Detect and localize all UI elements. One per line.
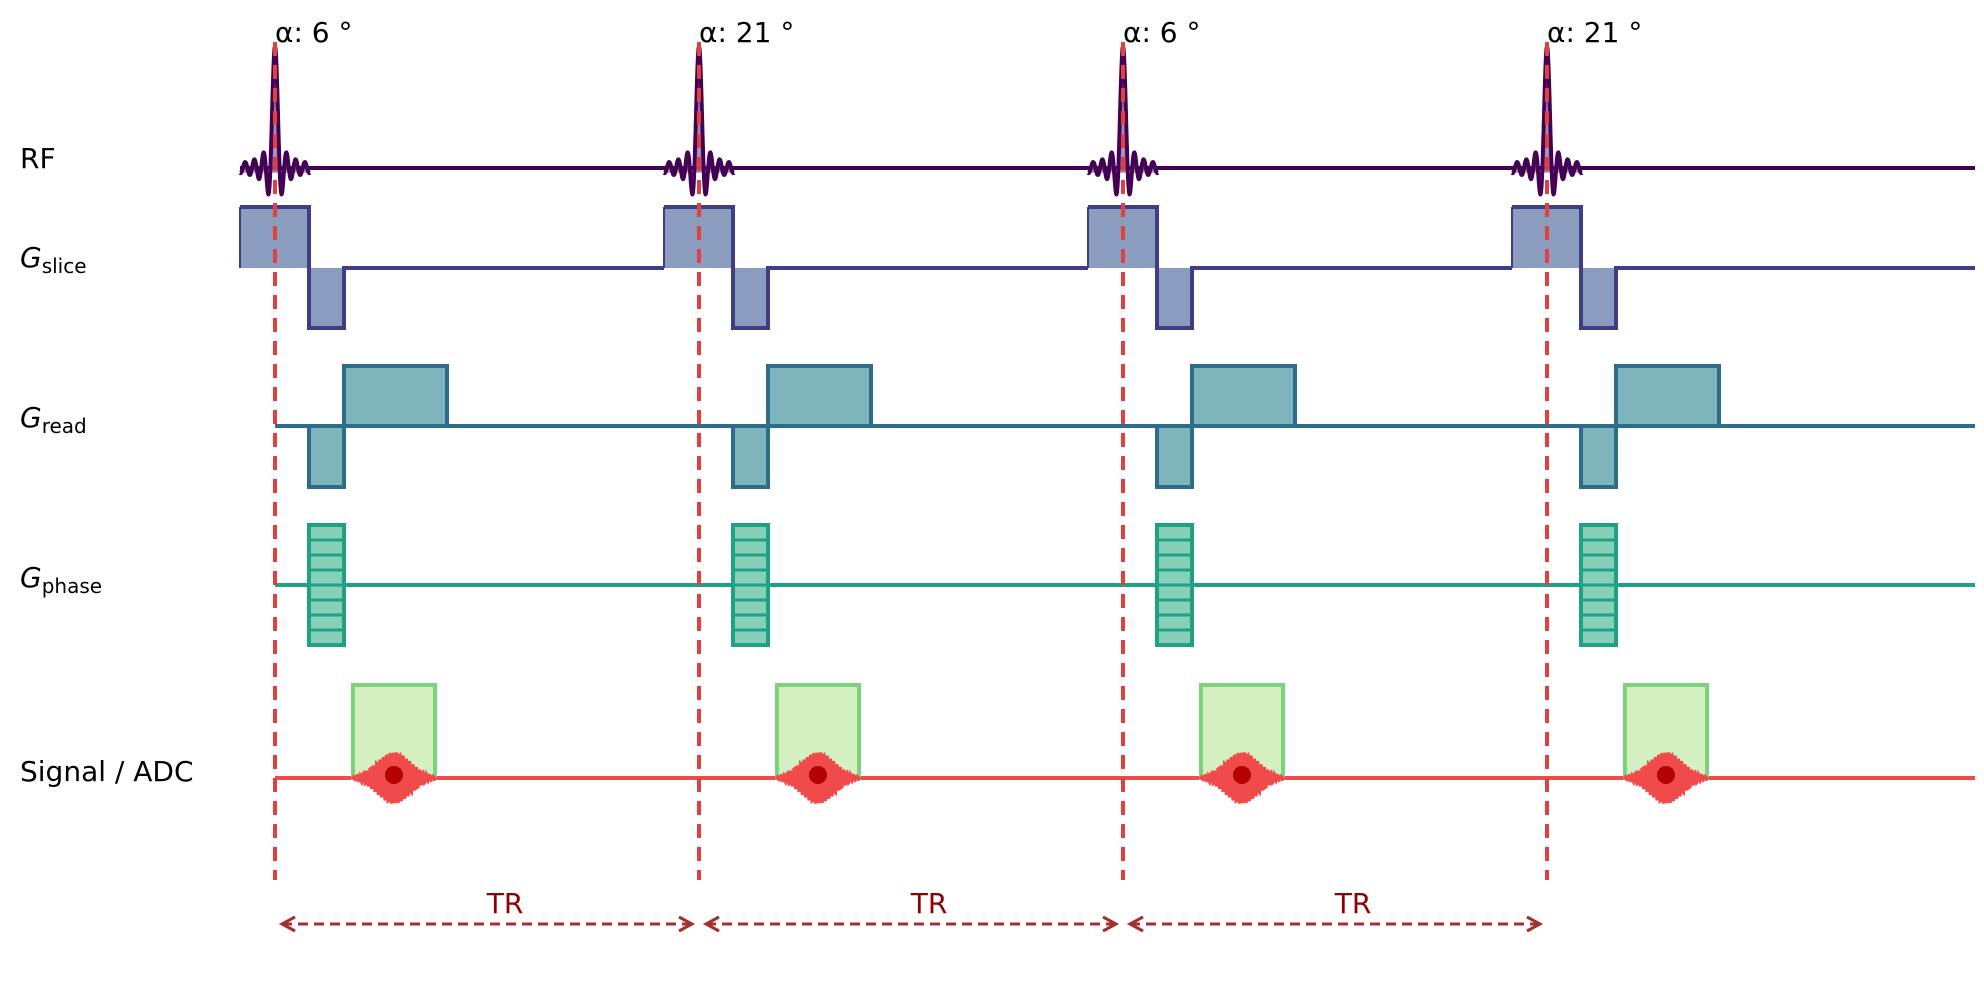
pulse-blocks bbox=[238, 42, 1975, 880]
gread-prephase-3 bbox=[1155, 424, 1194, 489]
gread-lobe-4 bbox=[1614, 364, 1721, 428]
gslice-rephase-3 bbox=[1157, 268, 1192, 328]
flip-label-3: α: 6 ° bbox=[1123, 16, 1201, 49]
row-label-gslice: Gslice bbox=[20, 241, 87, 278]
gslice-trace-1 bbox=[240, 205, 664, 330]
tr-label-3: TR bbox=[1334, 887, 1372, 920]
gslice-rephase-2 bbox=[733, 268, 768, 328]
echo-center-dot-3 bbox=[1233, 766, 1251, 784]
tr-arrowhead-left-2 bbox=[702, 915, 720, 933]
gslice-trace-2 bbox=[664, 205, 1088, 330]
gread-prephase-2 bbox=[731, 424, 770, 489]
gslice-trace-4 bbox=[1512, 205, 1975, 330]
gread-prephase-1 bbox=[307, 424, 346, 489]
echo-center-dot-4 bbox=[1657, 766, 1675, 784]
row-label-gread: Gread bbox=[20, 401, 87, 438]
tr-label-2: TR bbox=[910, 887, 948, 920]
tr-arrowhead-left-3 bbox=[1126, 915, 1144, 933]
flip-label-4: α: 21 ° bbox=[1547, 16, 1642, 49]
gread-prephase-4 bbox=[1579, 424, 1618, 489]
tr-arrowhead-right-3 bbox=[1526, 915, 1544, 933]
tr-arrowhead-right-1 bbox=[678, 915, 696, 933]
tr-arrowhead-left-1 bbox=[278, 915, 296, 933]
gslice-rephase-1 bbox=[309, 268, 344, 328]
tr-block-1 bbox=[238, 42, 664, 880]
tr-label-1: TR bbox=[486, 887, 524, 920]
row-label-rf: RF bbox=[20, 142, 56, 175]
row-label-gphase: Gphase bbox=[20, 561, 102, 598]
flip-label-1: α: 6 ° bbox=[275, 16, 353, 49]
gread-lobe-2 bbox=[766, 364, 873, 428]
tr-block-3 bbox=[1086, 42, 1512, 880]
echo-center-dot-1 bbox=[385, 766, 403, 784]
row-label-signal: Signal / ADC bbox=[20, 755, 194, 788]
gread-lobe-1 bbox=[342, 364, 449, 428]
flip-angle-labels: α: 6 ° α: 21 ° α: 6 ° α: 21 ° bbox=[275, 16, 1642, 49]
gslice-trace-3 bbox=[1088, 205, 1512, 330]
gread-lobe-3 bbox=[1190, 364, 1297, 428]
row-label-gread-sub: read bbox=[42, 414, 87, 438]
tr-block-4 bbox=[1510, 42, 1975, 880]
row-label-gphase-sub: phase bbox=[42, 574, 102, 598]
row-label-gphase-symbol: G bbox=[20, 561, 42, 594]
row-label-gslice-sub: slice bbox=[42, 254, 87, 278]
flip-label-2: α: 21 ° bbox=[699, 16, 794, 49]
tr-block-2 bbox=[662, 42, 1088, 880]
row-label-gread-symbol: G bbox=[20, 401, 42, 434]
row-label-gslice-symbol: G bbox=[20, 241, 42, 274]
tr-arrowhead-right-2 bbox=[1102, 915, 1120, 933]
gslice-rephase-4 bbox=[1581, 268, 1616, 328]
echo-center-dot-2 bbox=[809, 766, 827, 784]
tr-intervals: TR TR TR bbox=[278, 887, 1544, 933]
